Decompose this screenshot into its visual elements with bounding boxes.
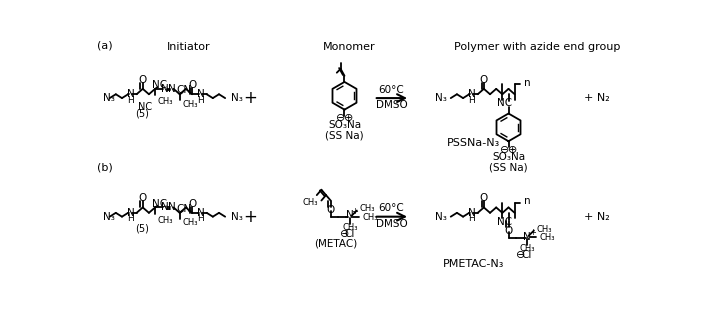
Text: N: N bbox=[161, 84, 169, 94]
Text: + N₂: + N₂ bbox=[584, 93, 610, 103]
Text: O: O bbox=[327, 205, 335, 215]
Text: ⊕: ⊕ bbox=[344, 113, 353, 123]
Text: CH₃: CH₃ bbox=[362, 213, 378, 222]
Text: PSSNa-N₃: PSSNa-N₃ bbox=[447, 138, 501, 148]
Text: +: + bbox=[243, 89, 257, 107]
Text: NC: NC bbox=[152, 198, 167, 209]
Text: CH₃: CH₃ bbox=[342, 223, 357, 232]
Text: (5): (5) bbox=[135, 108, 149, 119]
Text: O: O bbox=[139, 74, 147, 85]
Text: H: H bbox=[127, 96, 134, 105]
Text: Polymer with azide end group: Polymer with azide end group bbox=[454, 42, 620, 52]
Text: 60°C: 60°C bbox=[379, 203, 404, 213]
Text: N: N bbox=[161, 203, 169, 212]
Text: N₃: N₃ bbox=[435, 93, 447, 103]
Text: N: N bbox=[127, 208, 134, 218]
Text: CH₃: CH₃ bbox=[302, 197, 318, 207]
Text: N: N bbox=[168, 203, 176, 212]
Text: CN: CN bbox=[177, 204, 192, 214]
Text: H: H bbox=[197, 215, 204, 223]
Text: N: N bbox=[127, 89, 134, 99]
Text: (METAC): (METAC) bbox=[313, 239, 357, 249]
Text: N₃: N₃ bbox=[104, 212, 116, 222]
Text: H: H bbox=[468, 215, 475, 223]
Text: CH₃: CH₃ bbox=[157, 97, 173, 107]
Text: O: O bbox=[504, 225, 513, 236]
Text: CH₃: CH₃ bbox=[182, 100, 198, 109]
Text: NC: NC bbox=[138, 101, 152, 112]
Text: (SS Na): (SS Na) bbox=[489, 162, 527, 172]
Text: CH₃: CH₃ bbox=[519, 244, 535, 253]
Text: ⊖: ⊖ bbox=[500, 145, 509, 155]
Text: (b): (b) bbox=[96, 162, 112, 172]
Text: SO₃Na: SO₃Na bbox=[328, 120, 361, 130]
Text: +: + bbox=[351, 207, 358, 216]
Text: ⊖: ⊖ bbox=[516, 250, 525, 260]
Text: CH₃: CH₃ bbox=[182, 218, 198, 227]
Text: + N₂: + N₂ bbox=[584, 212, 610, 222]
Text: n: n bbox=[524, 196, 530, 206]
Text: CH₃: CH₃ bbox=[157, 216, 173, 225]
Text: N: N bbox=[196, 208, 204, 218]
Text: N: N bbox=[168, 84, 176, 94]
Text: Cl: Cl bbox=[521, 250, 532, 260]
Text: CH₃: CH₃ bbox=[537, 224, 552, 234]
Text: N: N bbox=[468, 208, 476, 218]
Text: CN: CN bbox=[177, 85, 192, 95]
Text: ⊕: ⊕ bbox=[508, 145, 517, 155]
Text: H: H bbox=[127, 215, 134, 223]
Text: NC: NC bbox=[497, 99, 512, 108]
Text: +: + bbox=[529, 228, 536, 237]
Text: ⊖: ⊖ bbox=[340, 229, 350, 239]
Text: (SS Na): (SS Na) bbox=[325, 131, 364, 141]
Text: O: O bbox=[188, 80, 196, 90]
Text: N: N bbox=[523, 232, 531, 242]
Text: ⊖: ⊖ bbox=[336, 113, 345, 123]
Text: N: N bbox=[196, 89, 204, 99]
Text: O: O bbox=[139, 193, 147, 203]
Text: H: H bbox=[197, 96, 204, 105]
Text: Initiator: Initiator bbox=[167, 42, 211, 52]
Text: O: O bbox=[480, 74, 488, 85]
Text: +: + bbox=[243, 208, 257, 226]
Text: DMSO: DMSO bbox=[376, 219, 408, 229]
Text: 60°C: 60°C bbox=[379, 85, 404, 95]
Text: n: n bbox=[524, 78, 530, 88]
Text: N₃: N₃ bbox=[231, 93, 243, 103]
Text: N: N bbox=[346, 210, 354, 220]
Text: N₃: N₃ bbox=[435, 212, 447, 222]
Text: H: H bbox=[468, 96, 475, 105]
Text: N₃: N₃ bbox=[231, 212, 243, 222]
Text: DMSO: DMSO bbox=[376, 100, 408, 110]
Text: CH₃: CH₃ bbox=[359, 204, 374, 213]
Text: Monomer: Monomer bbox=[323, 42, 376, 52]
Text: SO₃Na: SO₃Na bbox=[492, 152, 525, 162]
Text: (a): (a) bbox=[96, 41, 112, 51]
Text: NC: NC bbox=[497, 217, 512, 227]
Text: O: O bbox=[188, 198, 196, 209]
Text: Cl: Cl bbox=[345, 229, 355, 239]
Text: NC: NC bbox=[152, 80, 167, 90]
Text: N₃: N₃ bbox=[104, 93, 116, 103]
Text: CH₃: CH₃ bbox=[540, 233, 555, 242]
Text: N: N bbox=[468, 89, 476, 99]
Text: (5): (5) bbox=[135, 223, 149, 233]
Text: PMETAC-N₃: PMETAC-N₃ bbox=[443, 259, 505, 269]
Text: O: O bbox=[480, 193, 488, 203]
